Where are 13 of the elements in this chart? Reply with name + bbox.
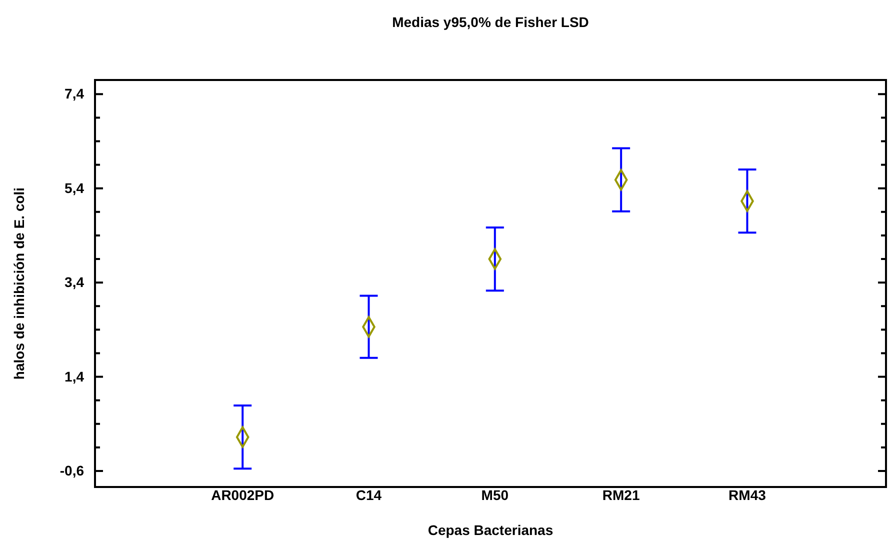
y-tick-label: 3,4 bbox=[64, 274, 84, 290]
x-tick-label: C14 bbox=[356, 487, 382, 503]
x-tick-label: RM21 bbox=[602, 487, 640, 503]
y-tick-label: -0,6 bbox=[60, 462, 84, 478]
y-axis-title: halos de inhibición de E. coli bbox=[11, 187, 27, 380]
x-tick-label: AR002PD bbox=[211, 487, 274, 503]
x-axis-title: Cepas Bacterianas bbox=[428, 522, 554, 538]
x-tick-label: M50 bbox=[481, 487, 509, 503]
y-tick-label: 5,4 bbox=[64, 180, 84, 196]
chart-title: Medias y95,0% de Fisher LSD bbox=[392, 14, 589, 30]
y-tick-label: 7,4 bbox=[64, 86, 84, 102]
y-tick-label: 1,4 bbox=[64, 368, 84, 384]
x-tick-label: RM43 bbox=[728, 487, 766, 503]
